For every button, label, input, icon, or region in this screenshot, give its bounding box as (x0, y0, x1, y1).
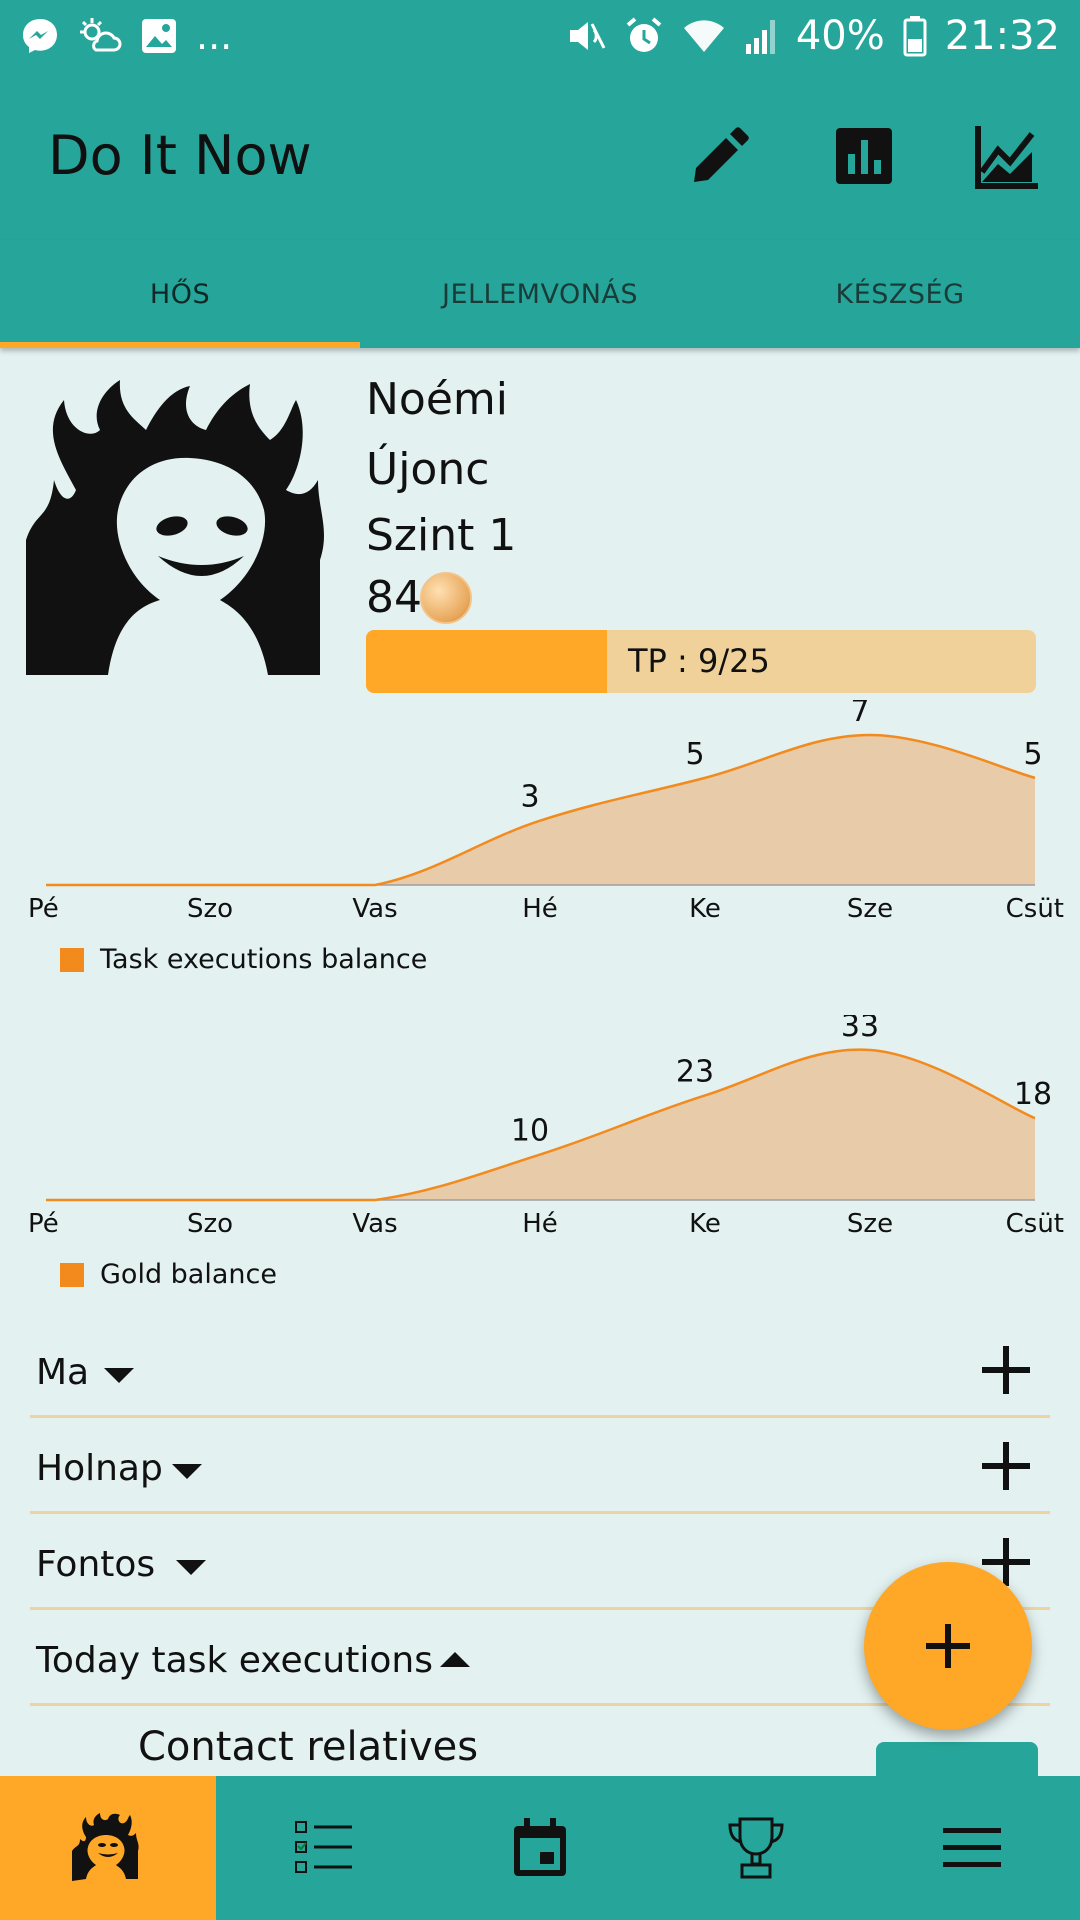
xp-progress-bar: TP : 9/25 (366, 630, 1036, 693)
task-item-action[interactable] (876, 1742, 1038, 1782)
calendar-icon (514, 1818, 566, 1876)
tab-skills[interactable]: KÉSZSÉG (835, 278, 965, 310)
tab-hero[interactable]: HŐS (149, 278, 211, 310)
trophy-icon (728, 1817, 784, 1879)
legend-swatch (60, 947, 84, 972)
section-label: Fontos (36, 1544, 156, 1585)
legend-label: Gold balance (100, 1259, 277, 1290)
messenger-icon (23, 19, 57, 53)
x-tick-label: Vas (352, 894, 397, 924)
x-tick-label: Csüt (1006, 894, 1064, 924)
status-more: ... (196, 14, 233, 58)
chevron-down-icon[interactable] (176, 1560, 206, 1575)
app-title: Do It Now (48, 124, 312, 187)
battery-percent: 40% (795, 13, 885, 59)
task-item-title[interactable]: Contact relatives (138, 1724, 479, 1770)
x-tick-label: Ke (689, 1209, 721, 1239)
status-right: 40% 21:32 (566, 13, 1060, 59)
x-tick-label: Szo (187, 1209, 233, 1239)
section-today[interactable]: Ma (30, 1328, 1050, 1418)
signal-icon (745, 20, 775, 54)
data-label: 7 (850, 700, 869, 729)
tab-bar: HŐS JELLEMVONÁS KÉSZSÉG (0, 240, 1080, 348)
section-label: Holnap (36, 1448, 163, 1489)
gold-coin-icon (420, 572, 472, 624)
menu-icon (943, 1828, 1001, 1867)
x-tick-label: Vas (352, 1209, 397, 1239)
xp-label: TP : 9/25 (628, 642, 770, 680)
hero-gold: 84 (366, 572, 422, 623)
gold-balance-chart: Pé Szo Vas 10 Hé 23 Ke 33 Sze 18 Csüt (28, 1015, 1064, 1239)
chevron-down-icon[interactable] (172, 1464, 202, 1479)
x-tick-label: Szo (187, 894, 233, 924)
weather-icon (80, 18, 122, 52)
checklist-icon (295, 1821, 352, 1873)
area-fill (46, 735, 1035, 885)
nav-tasks[interactable] (216, 1776, 432, 1920)
xp-progress-fill (366, 630, 608, 693)
section-label: Today task executions (36, 1640, 433, 1681)
add-icon[interactable] (982, 1346, 1030, 1394)
alarm-icon (626, 17, 662, 52)
x-tick-label: Hé (522, 1209, 558, 1239)
hero-icon (72, 1813, 139, 1881)
add-icon[interactable] (982, 1442, 1030, 1490)
bottom-nav (0, 1776, 1080, 1920)
task-executions-chart: Pé Szo Vas 3 Hé 5 Ke 7 Sze 5 Csüt (28, 700, 1064, 924)
hero-rank: Újonc (366, 444, 490, 495)
x-tick-label: Sze (847, 1209, 893, 1239)
hero-level: Szint 1 (366, 510, 517, 561)
section-today-task-executions[interactable]: Today task executions (30, 1616, 1050, 1706)
section-important[interactable]: Fontos (30, 1520, 1050, 1610)
section-tomorrow[interactable]: Holnap (30, 1424, 1050, 1514)
data-label: 3 (520, 780, 539, 815)
data-label: 10 (511, 1114, 549, 1149)
status-left: ... (20, 14, 232, 58)
edit-icon[interactable] (684, 120, 756, 192)
x-tick-label: Sze (847, 894, 893, 924)
x-tick-label: Ke (689, 894, 721, 924)
tab-indicator (0, 342, 360, 348)
data-label: 23 (676, 1054, 714, 1089)
bar-chart-icon[interactable] (828, 120, 900, 192)
chevron-down-icon[interactable] (104, 1368, 134, 1383)
add-task-fab[interactable] (864, 1562, 1032, 1730)
nav-hero[interactable] (0, 1776, 216, 1920)
chart-legend-tasks: Task executions balance (60, 944, 427, 975)
x-tick-label: Hé (522, 894, 558, 924)
nav-menu[interactable] (864, 1776, 1080, 1920)
x-tick-label: Pé (28, 1209, 59, 1239)
line-chart-icon[interactable] (972, 120, 1044, 192)
section-label: Ma (36, 1352, 90, 1393)
hero-avatar-icon (26, 380, 324, 675)
data-label: 5 (685, 737, 704, 772)
chevron-up-icon[interactable] (440, 1652, 470, 1667)
app-bar: Do It Now (0, 72, 1080, 240)
x-tick-label: Csüt (1006, 1209, 1064, 1239)
wifi-icon (683, 20, 724, 52)
chart-legend-gold: Gold balance (60, 1259, 277, 1290)
mute-icon (569, 22, 606, 50)
data-label: 33 (841, 1015, 879, 1044)
image-icon (142, 19, 176, 53)
legend-swatch (60, 1262, 84, 1287)
nav-calendar[interactable] (432, 1776, 648, 1920)
clock: 21:32 (944, 13, 1060, 59)
x-tick-label: Pé (28, 894, 59, 924)
status-bar: ... 40% 21:32 (0, 0, 1080, 72)
tab-traits[interactable]: JELLEMVONÁS (441, 278, 639, 310)
hero-name: Noémi (366, 374, 508, 425)
data-label: 18 (1014, 1077, 1052, 1112)
legend-label: Task executions balance (100, 944, 428, 975)
data-label: 5 (1023, 737, 1042, 772)
area-fill (46, 1049, 1035, 1200)
battery-icon (903, 16, 927, 57)
add-icon[interactable] (982, 1538, 1030, 1586)
nav-achievements[interactable] (648, 1776, 864, 1920)
